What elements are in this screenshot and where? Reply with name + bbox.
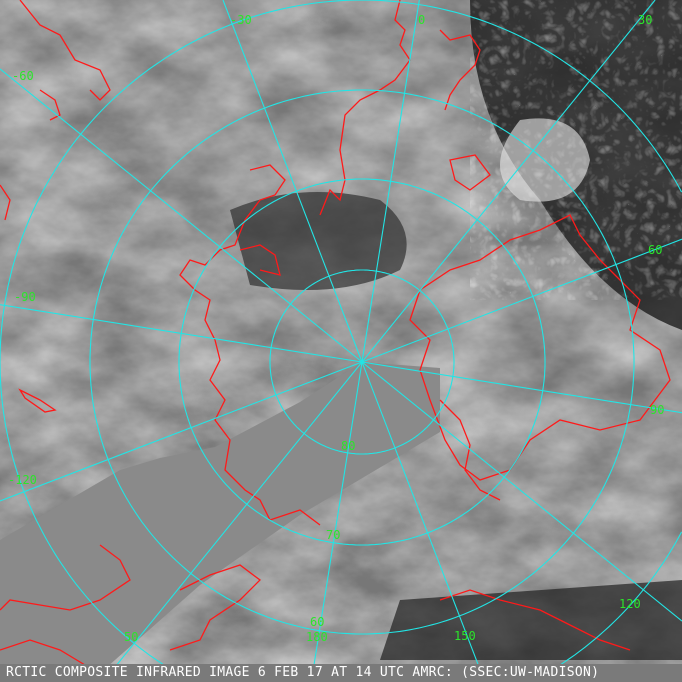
lon-label-90: 90 [650, 403, 665, 417]
meridian-90 [361, 361, 682, 414]
lon-label-180: 180 [306, 630, 328, 644]
dark-region-center [230, 192, 407, 290]
meridian--180 [310, 361, 363, 682]
lon-label--120: -120 [8, 473, 37, 487]
meridian-120 [361, 361, 682, 622]
lat-label-70: 70 [326, 528, 341, 542]
lon-label--30: -30 [230, 13, 252, 27]
coastlines [0, 0, 671, 669]
meridian--60 [0, 68, 363, 363]
meridian--120 [0, 361, 363, 502]
lat-label-50: 50 [124, 630, 139, 644]
meridian--90 [0, 304, 363, 363]
no-data-wedge [0, 362, 440, 682]
cyclone [500, 118, 590, 202]
lon-label-150: 150 [454, 629, 476, 643]
lon-label-0: 0 [418, 13, 426, 27]
dark-region-south [380, 580, 682, 660]
latitude-circle-60 [89, 89, 635, 635]
meridian-60 [361, 238, 682, 363]
image-caption: RCTIC COMPOSITE INFRARED IMAGE 6 FEB 17 … [0, 664, 682, 682]
lon-label-60: 60 [648, 243, 663, 257]
meridian--150 [102, 361, 363, 682]
latitude-circle-70 [178, 178, 546, 546]
latitude-circle-80 [269, 269, 455, 455]
meridian-30 [361, 0, 656, 363]
meridian--30 [222, 0, 363, 363]
lat-label-60: 60 [310, 615, 325, 629]
lon-label-120: 120 [619, 597, 641, 611]
lon-label-30: 30 [638, 13, 653, 27]
lon-label--60: -60 [12, 69, 34, 83]
lon-label--90: -90 [14, 290, 36, 304]
meridian-150 [361, 361, 486, 682]
meridian-0 [361, 0, 420, 363]
lat-label-80: 80 [341, 439, 356, 453]
